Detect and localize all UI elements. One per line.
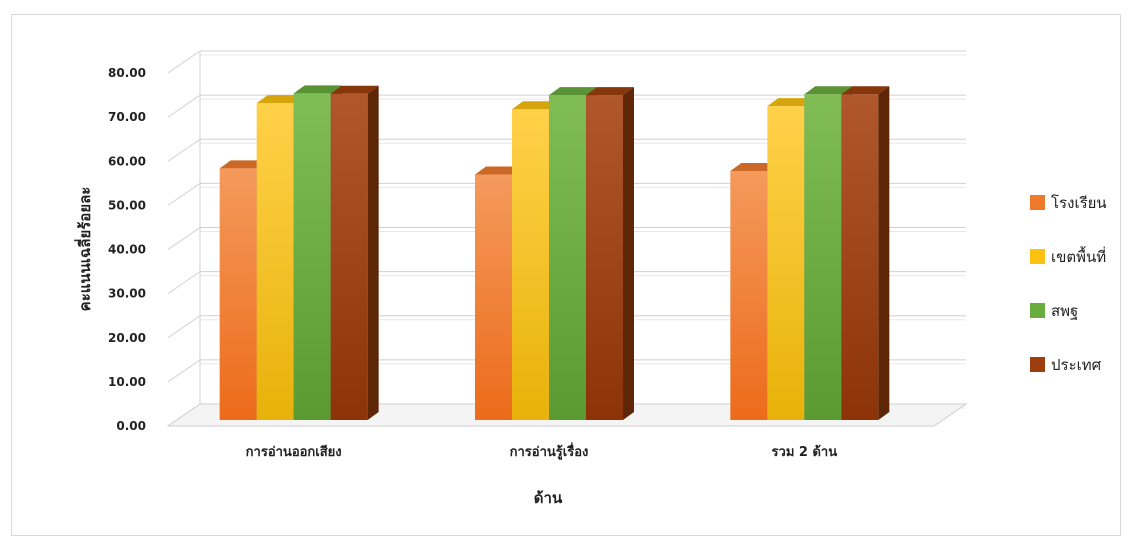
legend-label: ประเทศ [1051, 356, 1102, 374]
bar-top [767, 98, 816, 107]
gridline-side [167, 227, 201, 250]
bar [804, 94, 842, 421]
category-labels: การอ่านออกเสียง การอ่านรู้เรื่อง รวม 2 ด้า… [246, 442, 838, 460]
y-axis-title: คะแนนเฉลี่ยร้อยละ [74, 187, 94, 312]
y-tick-label: 50.00 [108, 198, 146, 212]
x-axis-title: ด้าน [534, 489, 563, 507]
bar-top [293, 85, 342, 94]
bar-top [512, 101, 560, 110]
y-tick-labels: 0.00 10.00 20.00 30.00 40.00 50.00 60.00 70.00 8… [108, 66, 146, 433]
y-tick-label: 0.00 [116, 419, 146, 433]
bar [767, 106, 805, 421]
legend-swatch [1030, 195, 1045, 210]
gridline-side [167, 271, 201, 295]
y-tick-label: 30.00 [108, 287, 146, 301]
bar-top [219, 160, 268, 169]
bar-top [475, 166, 523, 175]
bar [475, 174, 512, 420]
bar [219, 168, 257, 420]
bar [293, 93, 331, 420]
y-tick-label: 60.00 [108, 154, 146, 168]
x-tick-label: การอ่านรู้เรื่อง [510, 442, 589, 460]
bar-side [367, 85, 379, 420]
legend-label: เขตพื้นที่ [1051, 246, 1106, 266]
bars [219, 85, 890, 421]
bar [841, 94, 879, 421]
y-tick-label: 80.00 [108, 66, 146, 80]
legend-swatch [1030, 357, 1045, 372]
bar-top [256, 95, 305, 104]
gridline-side [167, 50, 201, 74]
gridline-side [167, 138, 201, 162]
bar [730, 171, 768, 420]
y-tick-label: 20.00 [108, 331, 146, 345]
bar-top [841, 86, 890, 95]
bar-top [549, 87, 597, 96]
legend-label: สพฐ [1051, 302, 1078, 320]
x-tick-label: การอ่านออกเสียง [246, 444, 342, 460]
bar-side [878, 86, 890, 421]
bar-top [804, 86, 853, 95]
bar [586, 95, 623, 421]
gridline-side [167, 94, 201, 118]
legend-swatch [1030, 303, 1045, 318]
bar [256, 103, 294, 420]
legend-swatch [1030, 249, 1045, 264]
bar-top [730, 163, 779, 172]
gridline-side [167, 182, 201, 206]
gridline-side [167, 315, 201, 339]
bar-side [623, 87, 634, 421]
y-tick-label: 70.00 [108, 110, 146, 124]
gridline-side [167, 359, 201, 383]
x-tick-label: รวม 2 ด้าน [772, 444, 838, 460]
bar [549, 95, 586, 421]
legend-label: โรงเรียน [1051, 194, 1107, 212]
bar [512, 109, 549, 421]
bar-top [330, 85, 379, 94]
bar [330, 93, 368, 420]
bar-top [586, 87, 634, 96]
y-tick-label: 10.00 [108, 375, 146, 389]
y-tick-label: 40.00 [108, 243, 146, 257]
